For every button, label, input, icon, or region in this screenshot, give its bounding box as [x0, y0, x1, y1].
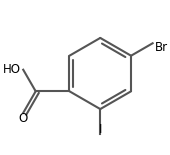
Text: O: O — [18, 112, 28, 125]
Text: Br: Br — [155, 42, 168, 55]
Text: I: I — [99, 123, 102, 136]
Text: HO: HO — [3, 63, 21, 76]
